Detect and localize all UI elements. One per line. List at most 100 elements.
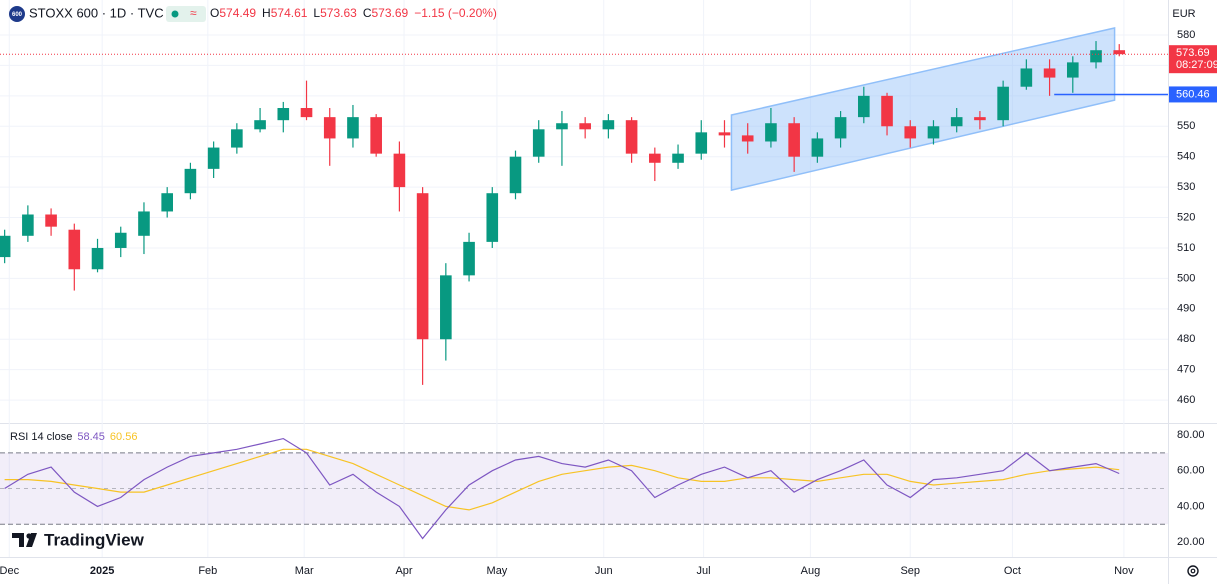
candle-body: [509, 156, 522, 194]
candle-body: [393, 153, 406, 188]
symbol-badge-text: 600: [12, 12, 23, 18]
candle-body: [207, 147, 220, 169]
indicator-value: 58.45: [77, 431, 105, 443]
rsi-line: [4, 437, 1120, 540]
x-tick-label: Sep: [900, 565, 920, 577]
candle-body: [602, 120, 615, 130]
candle-body: [695, 132, 708, 154]
candle-body: [486, 193, 499, 242]
x-tick-label: Jun: [595, 565, 613, 577]
candle-body: [161, 193, 173, 212]
candle-body: [579, 123, 591, 130]
candle-body: [370, 117, 382, 154]
candle-body: [22, 214, 34, 236]
candle-body: [138, 211, 150, 236]
change: −1.15 (−0.20%): [414, 6, 497, 20]
delay-icon: ≈: [190, 6, 197, 20]
candle-body: [440, 275, 452, 340]
candle-body: [672, 153, 684, 163]
candle-body: [1066, 62, 1079, 78]
last-price-box: [1169, 45, 1217, 74]
candle-body: [625, 120, 638, 154]
settings-icon[interactable]: [1187, 565, 1199, 577]
ohlc-value: 573.63: [320, 6, 357, 20]
candle-body: [811, 138, 824, 157]
y-tick-label: 510: [1177, 242, 1195, 254]
candle-body: [649, 153, 661, 163]
level-label: 560.46: [1176, 88, 1210, 100]
x-tick-label: Aug: [801, 565, 821, 577]
candle-body: [45, 214, 57, 227]
y-tick-label: 60.00: [1177, 465, 1205, 477]
y-tick-label: 580: [1177, 29, 1195, 41]
y-tick-label: 500: [1177, 272, 1195, 284]
y-tick-label: 470: [1177, 364, 1195, 376]
ohlc: O574.49 H574.61 L573.63 C573.69 −1.15 (−0.20…: [210, 6, 497, 20]
candle-body: [0, 235, 11, 258]
y-tick-label: 40.00: [1177, 500, 1205, 512]
candle-body: [184, 168, 197, 194]
candle-body: [532, 129, 545, 157]
y-tick-label: 550: [1177, 120, 1195, 132]
candle-body: [463, 241, 475, 276]
status-pill[interactable]: [166, 6, 206, 22]
y-tick-label: 460: [1177, 394, 1195, 406]
y-tick-label: 480: [1177, 333, 1195, 345]
channel: [730, 27, 1116, 192]
x-tick-label: May: [487, 565, 508, 577]
candle-body: [323, 117, 336, 139]
candle-body: [927, 126, 940, 139]
candle-body: [881, 95, 893, 127]
ohlc-value: 573.69: [371, 6, 408, 20]
brand: TradingView: [44, 530, 145, 549]
candle-body: [765, 123, 777, 142]
y-tick-label: 490: [1177, 303, 1195, 315]
y-tick-label: 80.00: [1177, 429, 1205, 441]
y-tick-label: 520: [1177, 211, 1195, 223]
symbol-badge: [9, 6, 25, 22]
y-tick-label: 20.00: [1177, 536, 1205, 548]
x-tick-label: Mar: [295, 565, 314, 577]
ohlc-value: 574.49: [219, 6, 256, 20]
candle-body: [416, 193, 429, 340]
candle-body: [114, 232, 127, 248]
candle-body: [300, 108, 313, 118]
candle-body: [997, 86, 1009, 121]
symbol: STOXX 600 · 1D · TVC: [29, 5, 164, 20]
x-tick-label: Nov: [1114, 565, 1134, 577]
currency[interactable]: EUR: [1172, 8, 1195, 20]
logo: [12, 533, 37, 547]
candle-body: [858, 95, 870, 118]
ohlc-label: C: [363, 6, 372, 20]
level-label-box: [1169, 86, 1217, 103]
last-price-label: 573.69: [1176, 47, 1210, 59]
rsi-line: [4, 448, 1120, 511]
ohlc-label: L: [313, 6, 320, 20]
candle-body: [950, 117, 963, 127]
candle-body: [68, 229, 81, 270]
candle-body: [1043, 68, 1056, 78]
candle-body: [1020, 68, 1033, 87]
x-tick-label: Apr: [395, 565, 412, 577]
candle-body: [974, 117, 986, 121]
candle-body: [1090, 50, 1102, 63]
candle-body: [231, 129, 243, 148]
indicator-value: 60.56: [110, 431, 138, 443]
countdown: 08:27:09: [1176, 59, 1217, 71]
ohlc-value: 574.61: [271, 6, 308, 20]
candle-body: [834, 117, 847, 139]
ohlc-label: H: [262, 6, 271, 20]
indicator-name: RSI 14 close: [10, 431, 72, 443]
market-status: [171, 10, 179, 18]
indicator-title: RSI 14 close 58.45 60.56: [10, 431, 137, 443]
candle-body: [718, 132, 731, 136]
candle-body: [904, 126, 917, 139]
candle-body: [741, 135, 754, 142]
ohlc-label: O: [210, 6, 219, 20]
candle-body: [788, 123, 800, 157]
x-tick-label: Jul: [697, 565, 711, 577]
candle-body: [277, 108, 290, 121]
candle-body: [347, 117, 359, 139]
